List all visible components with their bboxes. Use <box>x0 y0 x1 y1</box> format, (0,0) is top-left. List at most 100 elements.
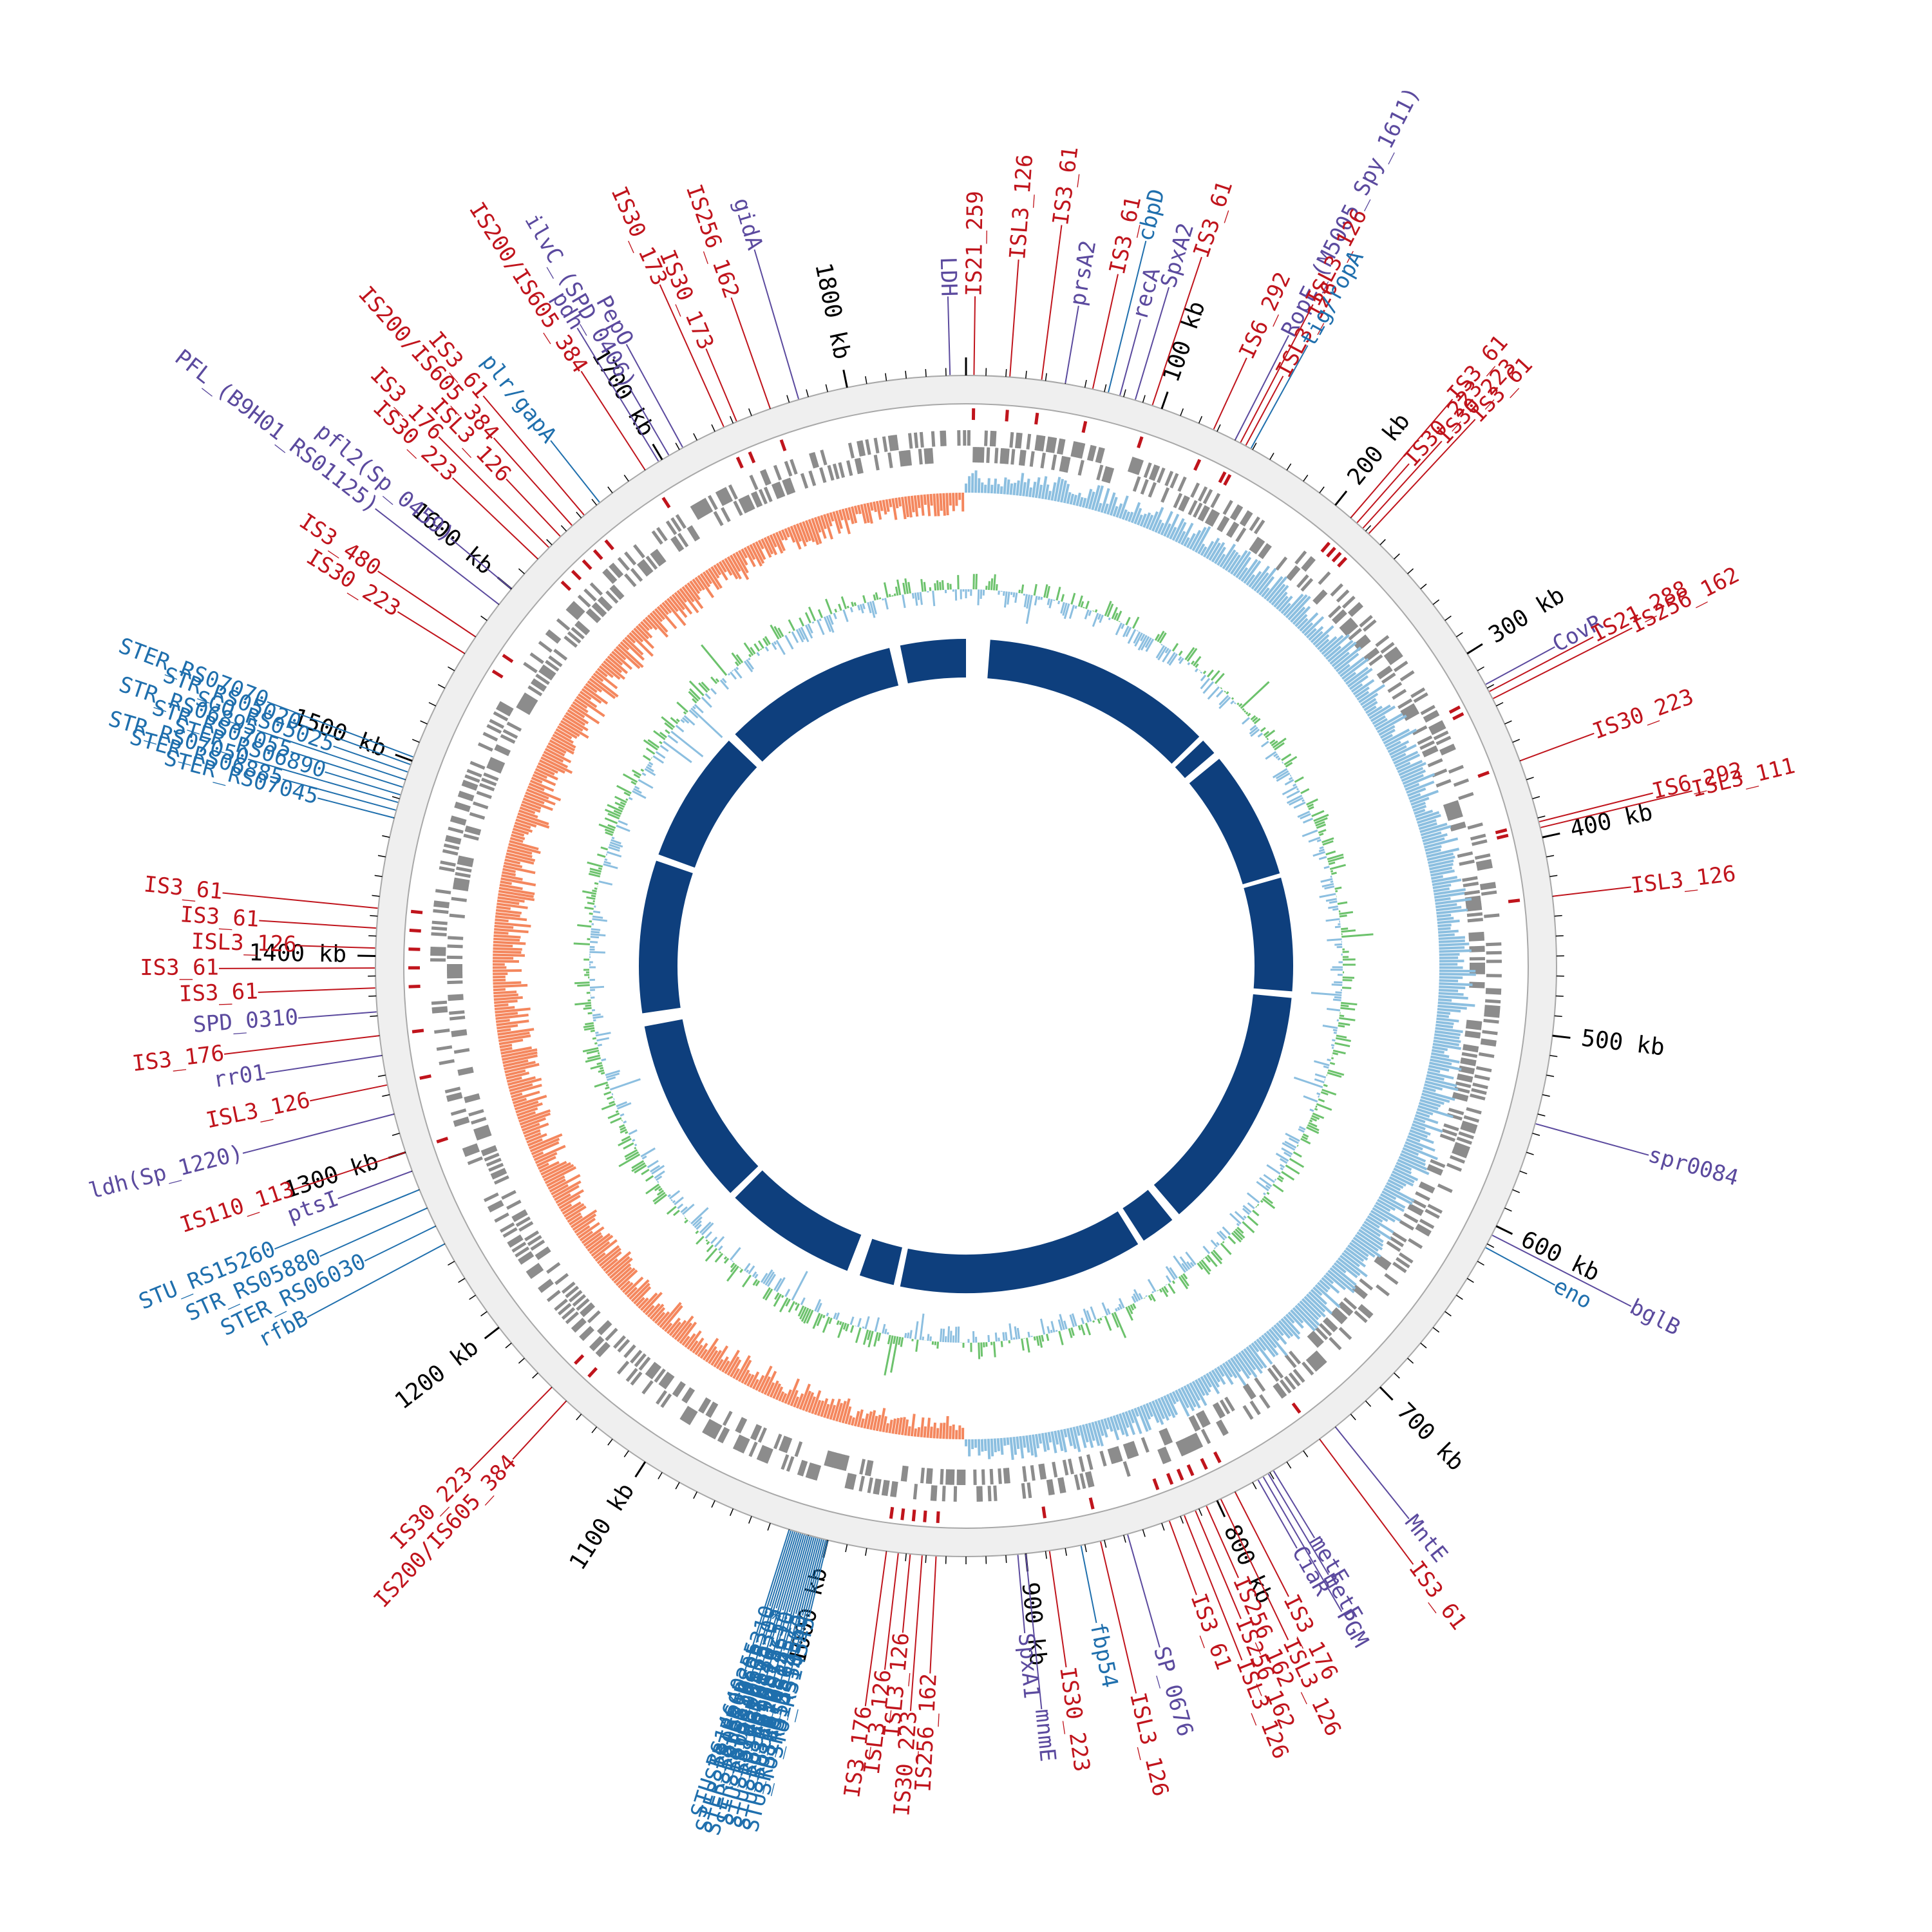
minor-tick <box>1123 1535 1126 1543</box>
gc-skew-bar <box>495 1007 531 1014</box>
gc-skew-bar <box>1206 537 1220 560</box>
gc-skew-bar <box>629 1279 650 1300</box>
gc-skew-bar <box>1314 1284 1341 1309</box>
minor-tick <box>1546 855 1555 858</box>
gc-content-bar <box>1243 1215 1247 1219</box>
cds-block <box>722 1410 733 1426</box>
gc-skew-bar <box>863 1413 869 1429</box>
gc-skew-bar <box>1139 1405 1152 1431</box>
gc-content-bar <box>1262 1198 1276 1209</box>
gc-skew-bar <box>1421 1092 1450 1103</box>
cds-block <box>1242 1405 1254 1420</box>
gene-label: cbpD <box>1132 186 1170 243</box>
gc-content-bar <box>1046 585 1051 598</box>
gc-content-bar <box>1293 783 1297 787</box>
gc-skew-bar <box>1347 1244 1368 1261</box>
cds-block <box>450 818 466 826</box>
gc-skew-bar <box>1054 1430 1059 1445</box>
gc-content-bar <box>656 1189 665 1196</box>
cds-block <box>1464 889 1481 896</box>
cds-block <box>515 1216 531 1227</box>
gc-content-bar <box>582 1046 599 1053</box>
gc-content-bar <box>1341 933 1374 938</box>
minor-tick <box>865 1548 867 1556</box>
gc-content-bar <box>592 915 603 919</box>
gc-skew-bar <box>681 1335 690 1346</box>
cds-block <box>808 1463 816 1479</box>
cds-block <box>1393 660 1408 672</box>
gc-content-bar <box>940 1328 943 1342</box>
gc-content-bar <box>1320 878 1333 883</box>
gc-skew-bar <box>1283 1316 1301 1335</box>
cds-block <box>1037 435 1043 451</box>
cds-block <box>1014 432 1020 449</box>
gc-content-bar <box>729 1247 741 1261</box>
cds-block <box>1070 440 1077 457</box>
gc-content-bar <box>975 574 978 590</box>
label-leader-line <box>776 1535 809 1649</box>
minor-tick <box>1549 875 1558 877</box>
cds-block <box>989 1468 994 1485</box>
gc-content-bar <box>746 1269 750 1273</box>
homology-segment <box>859 1238 903 1285</box>
gc-content-bar <box>1279 1164 1285 1169</box>
gc-skew-bar <box>620 1280 631 1291</box>
cds-block <box>497 703 513 714</box>
gc-content-bar <box>920 579 924 592</box>
cds-block <box>1046 1479 1052 1496</box>
gc-content-bar <box>1165 1275 1172 1283</box>
gc-skew-bar <box>1287 596 1311 621</box>
gc-content-bar <box>596 1037 610 1042</box>
minor-tick <box>1379 539 1386 545</box>
gc-content-bar <box>604 817 618 824</box>
gc-content-bar <box>1210 670 1220 681</box>
gc-skew-bar <box>1072 495 1077 506</box>
gc-content-bar <box>624 1149 638 1158</box>
label-leader-line <box>1220 1499 1289 1641</box>
gc-skew-bar <box>564 714 589 732</box>
gc-skew-bar <box>1327 639 1354 663</box>
gc-content-bar <box>1244 710 1247 713</box>
cds-block <box>1274 1383 1287 1397</box>
gc-skew-bar <box>635 1296 645 1307</box>
cds-block <box>743 495 753 511</box>
gc-skew-bar <box>493 937 520 942</box>
gc-content-bar <box>1137 634 1148 651</box>
gc-content-bar <box>1108 617 1111 621</box>
gc-content-bar <box>1171 1280 1175 1284</box>
gc-content-bar <box>760 1273 768 1283</box>
cds-block <box>1084 1472 1092 1488</box>
gc-content-bar <box>795 1302 798 1305</box>
gc-skew-bar <box>1363 701 1378 712</box>
gc-content-bar <box>919 1313 925 1340</box>
label-leader-line <box>375 508 499 605</box>
gc-skew-bar <box>508 843 541 855</box>
cds-block <box>529 1267 544 1280</box>
minor-tick <box>607 486 613 493</box>
cds-block <box>930 1485 935 1501</box>
gc-content-bar <box>779 1297 789 1312</box>
cds-block <box>1101 466 1109 482</box>
cds-block <box>1235 527 1247 542</box>
gc-content-bar <box>625 798 629 801</box>
gc-content-bar <box>1132 616 1140 629</box>
cds-block <box>1386 1240 1401 1253</box>
gc-content-bar <box>1341 929 1356 933</box>
gc-skew-bar <box>528 1133 563 1150</box>
gc-skew-bar <box>1263 576 1283 600</box>
cds-block <box>1232 506 1244 521</box>
gc-skew-bar <box>1106 1417 1113 1432</box>
cds-block <box>1224 1396 1235 1412</box>
gc-content-bar <box>1033 583 1037 596</box>
cds-block <box>805 1462 813 1479</box>
gc-skew-bar <box>1331 651 1350 668</box>
gc-skew-bar <box>1439 976 1463 980</box>
gc-skew-bar <box>1431 1048 1445 1054</box>
gc-skew-bar <box>579 690 592 701</box>
gc-skew-bar <box>1429 862 1454 871</box>
gc-skew-bar <box>1383 728 1410 744</box>
gc-skew-bar <box>1314 634 1330 648</box>
gc-skew-bar <box>647 614 669 638</box>
gc-skew-bar <box>910 1414 916 1437</box>
gc-skew-bar <box>1094 1421 1104 1447</box>
